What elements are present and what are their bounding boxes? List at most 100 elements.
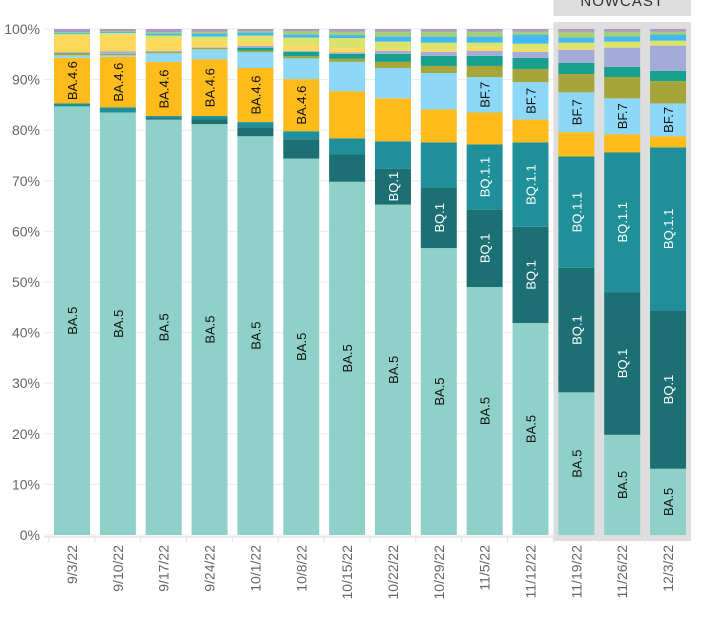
segment-label: BA.4.6 bbox=[157, 69, 172, 108]
segment-other-12 bbox=[604, 29, 641, 32]
segment-BA-5 bbox=[558, 392, 595, 535]
segment-other-12 bbox=[466, 29, 503, 32]
segment-other-10 bbox=[512, 34, 549, 44]
segment-BA-5 bbox=[237, 136, 274, 535]
segment-other-8 bbox=[54, 35, 90, 52]
segment-BA-5 bbox=[283, 158, 320, 535]
segment-BA-4-6 bbox=[329, 91, 366, 139]
segment-other-10 bbox=[329, 35, 366, 39]
segment-BF-7 bbox=[512, 82, 549, 120]
segment-other-9 bbox=[466, 42, 503, 48]
segment-other-9 bbox=[650, 40, 687, 46]
segment-other-6 bbox=[329, 53, 366, 59]
segment-other-12 bbox=[283, 29, 320, 32]
segment-BA-4-6 bbox=[374, 98, 411, 142]
segment-other-9 bbox=[420, 42, 457, 50]
segment-other-8 bbox=[191, 40, 228, 48]
segment-label: BQ.1 bbox=[661, 375, 676, 405]
segment-other-12 bbox=[650, 29, 687, 32]
segment-BQ-1-1 bbox=[329, 138, 366, 155]
segment-other-11 bbox=[99, 31, 136, 33]
segment-label: BF.7 bbox=[661, 107, 676, 133]
segment-BA-5 bbox=[329, 181, 366, 535]
segment-BA-5 bbox=[420, 248, 457, 535]
segment-other-12 bbox=[191, 29, 228, 32]
segment-other-12 bbox=[54, 29, 90, 33]
bar-10/15/22: BA.5 bbox=[329, 29, 366, 535]
x-tick-label: 10/1/22 bbox=[247, 545, 263, 592]
segment-label: BA.5 bbox=[203, 315, 218, 343]
segment-other-6 bbox=[420, 55, 457, 66]
segment-BF-7 bbox=[604, 98, 641, 135]
x-tick-label: 9/17/22 bbox=[156, 545, 172, 592]
segment-other-7 bbox=[466, 50, 503, 56]
segment-label: BA.5 bbox=[65, 307, 80, 335]
segment-other-5 bbox=[54, 52, 90, 56]
segment-BA-5 bbox=[145, 119, 182, 535]
segment-other-5 bbox=[191, 47, 228, 50]
segment-other-7 bbox=[420, 51, 457, 56]
segment-other-12 bbox=[512, 29, 549, 32]
segment-other-7 bbox=[512, 51, 549, 58]
segment-other-5 bbox=[99, 53, 136, 56]
segment-BQ-1-1 bbox=[604, 152, 641, 293]
segment-other-9 bbox=[329, 38, 366, 49]
segment-label: BA.5 bbox=[524, 415, 539, 443]
segment-other-11 bbox=[374, 31, 411, 37]
segment-label: BA.5 bbox=[157, 313, 172, 341]
segment-other-9 bbox=[54, 34, 90, 36]
segment-other-8 bbox=[374, 48, 411, 51]
segment-label: BQ.1 bbox=[478, 234, 493, 264]
segment-other-5 bbox=[329, 58, 366, 62]
segment-BQ-1 bbox=[466, 209, 503, 288]
segment-BQ-1-1 bbox=[466, 144, 503, 210]
segment-other-10 bbox=[374, 36, 411, 42]
segment-BA-5 bbox=[54, 106, 90, 535]
segment-label: BA.4.6 bbox=[111, 63, 126, 102]
segment-other-12 bbox=[420, 29, 457, 32]
bar-11/19/22: BA.5 BQ.1 BQ.1.1 BF.7 bbox=[558, 29, 595, 535]
segment-other-5 bbox=[420, 65, 457, 74]
segment-other-5 bbox=[466, 65, 503, 78]
y-tick-label: 80% bbox=[12, 122, 40, 138]
segment-other-11 bbox=[604, 31, 641, 37]
segment-label: BQ.1 bbox=[569, 315, 584, 345]
segment-other-6 bbox=[558, 62, 595, 75]
segment-label: BQ.1 bbox=[432, 203, 447, 233]
segment-label: BQ.1 bbox=[524, 260, 539, 290]
segment-label: BA.5 bbox=[340, 344, 355, 372]
segment-BA-4-6 bbox=[237, 67, 274, 123]
bar-10/1/22: BA.5 BA.4.6 bbox=[237, 29, 274, 535]
segment-other-11 bbox=[420, 31, 457, 37]
segment-BA-4-6 bbox=[604, 134, 641, 153]
x-tick-label: 10/8/22 bbox=[293, 545, 309, 592]
x-tick-label: 11/26/22 bbox=[614, 545, 630, 599]
bar-11/12/22: BA.5 BQ.1 BQ.1.1 BF.7 bbox=[512, 29, 549, 535]
y-tick-label: 0% bbox=[20, 527, 40, 543]
segment-other-10 bbox=[283, 34, 320, 38]
x-tick-label: 10/29/22 bbox=[431, 545, 447, 600]
segment-other-6 bbox=[283, 51, 320, 57]
bar-11/26/22: BA.5 BQ.1 BQ.1.1 BF.7 bbox=[604, 29, 641, 535]
segment-BA-5 bbox=[466, 287, 503, 535]
segment-other-10 bbox=[145, 33, 182, 36]
segment-BQ-1-1 bbox=[191, 116, 228, 120]
segment-BA-5 bbox=[374, 204, 411, 535]
bar-10/8/22: BA.5 BA.4.6 bbox=[283, 29, 320, 535]
segment-BA-4-6 bbox=[283, 79, 320, 132]
segment-other-9 bbox=[283, 37, 320, 46]
segment-label: BF.7 bbox=[615, 103, 630, 129]
segment-other-9 bbox=[99, 33, 136, 36]
segment-other-8 bbox=[145, 38, 182, 51]
segment-BA-4-6 bbox=[420, 109, 457, 143]
segment-label: BQ.1.1 bbox=[524, 164, 539, 204]
segment-label: BA.4.6 bbox=[294, 86, 309, 125]
nowcast-header bbox=[553, 0, 692, 16]
segment-other-5 bbox=[604, 77, 641, 99]
x-tick-label: 10/15/22 bbox=[339, 545, 355, 600]
segment-other-10 bbox=[237, 32, 274, 36]
segment-BA-4-6 bbox=[191, 59, 228, 117]
segment-BA-4-6 bbox=[466, 112, 503, 145]
segment-other-5 bbox=[374, 61, 411, 68]
segment-BA-4-6 bbox=[650, 136, 687, 148]
